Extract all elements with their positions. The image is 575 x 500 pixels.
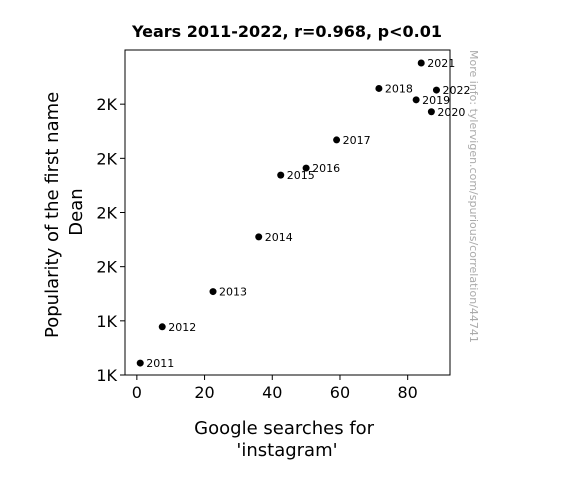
data-point-label: 2015 xyxy=(287,169,315,182)
data-point xyxy=(417,59,425,67)
x-tick-label: 40 xyxy=(262,383,282,402)
data-point xyxy=(375,84,383,92)
y-axis-label: Popularity of the first name Dean xyxy=(42,86,87,338)
data-point-label: 2012 xyxy=(168,321,196,334)
x-axis-label-line-1: Google searches for xyxy=(194,418,375,439)
chart-title: Years 2011-2022, r=0.968, p<0.01 xyxy=(131,22,442,41)
data-point-label: 2020 xyxy=(437,106,465,119)
data-point xyxy=(158,323,166,331)
x-axis-label: Google searches for 'instagram' xyxy=(194,418,380,461)
data-point-label: 2014 xyxy=(265,231,293,244)
x-axis: 0 20 40 60 80 xyxy=(132,375,418,402)
y-axis: 1K 1K 2K 2K 2K 2K xyxy=(96,95,125,385)
data-point-label: 2021 xyxy=(427,57,455,70)
y-tick-label: 2K xyxy=(96,204,117,223)
data-point-label: 2017 xyxy=(343,134,371,147)
y-tick-label: 2K xyxy=(96,149,117,168)
data-point xyxy=(255,233,263,241)
data-point xyxy=(412,96,420,104)
data-point-label: 2013 xyxy=(219,286,247,299)
x-tick-label: 80 xyxy=(398,383,418,402)
data-point-label: 2018 xyxy=(385,82,413,95)
y-tick-label: 1K xyxy=(96,312,117,331)
watermark: More info: tylervigen.com/spurious/corre… xyxy=(467,50,480,343)
x-tick-label: 60 xyxy=(330,383,350,402)
data-point-label: 2019 xyxy=(422,94,450,107)
y-tick-label: 1K xyxy=(96,366,117,385)
data-point xyxy=(427,108,435,116)
data-point xyxy=(302,164,310,172)
data-point xyxy=(209,288,217,296)
data-point xyxy=(333,136,341,144)
data-point-label: 2022 xyxy=(442,84,470,97)
y-tick-label: 2K xyxy=(96,258,117,277)
x-tick-label: 20 xyxy=(194,383,214,402)
x-tick-label: 0 xyxy=(132,383,142,402)
y-tick-label: 2K xyxy=(96,95,117,114)
y-axis-label-line-1: Popularity of the first name xyxy=(42,92,63,338)
data-point xyxy=(136,359,144,367)
data-point xyxy=(432,86,440,94)
y-axis-label-line-2: Dean xyxy=(66,188,87,235)
data-point xyxy=(277,171,285,179)
data-point-label: 2011 xyxy=(146,357,174,370)
x-axis-label-line-2: 'instagram' xyxy=(236,440,337,461)
data-point-label: 2016 xyxy=(312,162,340,175)
data-points: 2011201220132014201520162017201820192020… xyxy=(136,57,470,370)
